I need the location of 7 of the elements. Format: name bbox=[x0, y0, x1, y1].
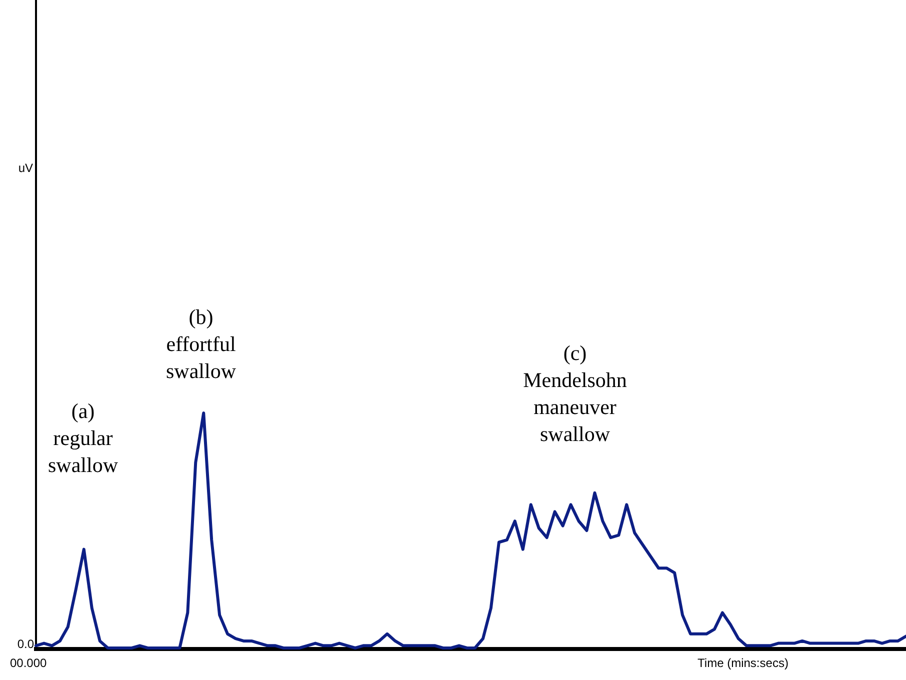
annotation: 0.0 bbox=[17, 637, 34, 651]
x-axis-title: Time (mins:secs) bbox=[698, 656, 788, 670]
annotation: (c) Mendelsohn maneuver swallow bbox=[523, 341, 628, 446]
text: (b) effortful swallow bbox=[166, 305, 237, 383]
text: uV bbox=[18, 161, 33, 175]
text: 00.000 bbox=[10, 656, 48, 670]
annotation: (a) regular swallow bbox=[48, 399, 119, 477]
